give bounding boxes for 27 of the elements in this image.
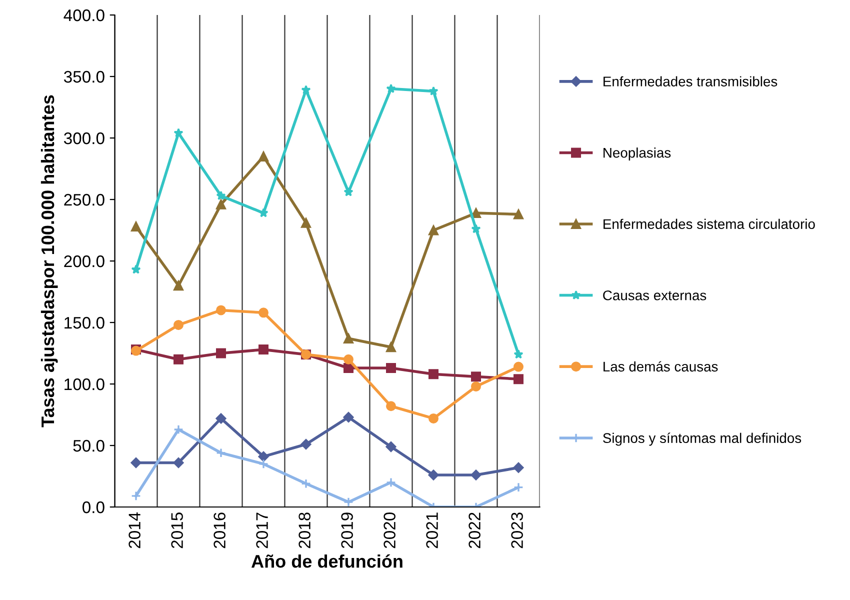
- y-tick-label: 350.0: [64, 70, 104, 83]
- x-tick-label: 2023: [511, 512, 523, 548]
- x-axis-title: Año de defunción: [251, 554, 402, 568]
- y-tick-label: 300.0: [64, 132, 104, 144]
- legend-label: Neoplasias: [604, 148, 671, 160]
- x-tick-label: 2021: [426, 512, 438, 548]
- y-tick-label: 100.0: [64, 378, 104, 390]
- legend-label: Las demás causas: [604, 361, 718, 372]
- x-tick-label: 2020: [384, 512, 396, 548]
- x-tick-label: 2022: [468, 512, 480, 548]
- y-tick-label: 50.0: [73, 440, 104, 452]
- legend-label: Signos y síntomas mal definidos: [603, 432, 802, 446]
- y-tick-label: 400.0: [64, 9, 104, 22]
- y-tick-label: 150.0: [64, 316, 104, 329]
- y-tick-label: 0.0: [82, 501, 104, 514]
- x-tick-label: 2016: [214, 512, 226, 548]
- x-tick-label: 2015: [171, 512, 183, 548]
- legend-label: Enfermedades transmisibles: [604, 76, 778, 86]
- x-tick-label: 2018: [298, 512, 310, 548]
- legend-label: Enfermedades sistema circulatorio: [604, 218, 815, 230]
- y-tick-label: 250.0: [64, 194, 104, 206]
- y-tick-label: 200.0: [64, 255, 104, 268]
- x-tick-label: 2019: [341, 512, 353, 548]
- x-tick-label: 2014: [128, 512, 140, 548]
- y-axis-title: Tasas ajustadaspor 100.000 habitantes: [40, 95, 58, 428]
- legend-label: Causas externas: [603, 290, 706, 300]
- x-tick-label: 2017: [256, 512, 268, 548]
